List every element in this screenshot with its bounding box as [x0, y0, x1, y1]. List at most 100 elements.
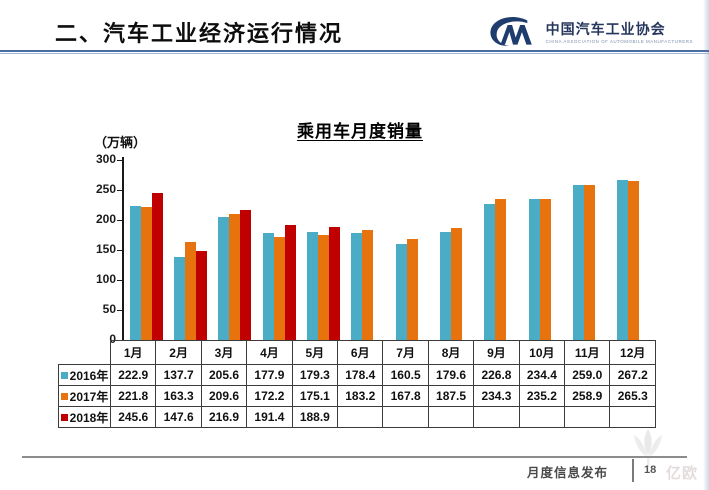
right-edge-strip	[703, 0, 709, 490]
bar-slot	[351, 160, 363, 340]
footer-divider	[632, 459, 634, 482]
value-cell: 179.3	[291, 364, 339, 386]
bar-2016年-9月	[484, 203, 496, 340]
bar-slot	[539, 160, 551, 340]
org-logo: 中国汽车工业协会 CHINA ASSOCIATION OF AUTOMOBILE…	[486, 16, 693, 50]
y-tick-label: 0	[109, 332, 116, 346]
bar-slot	[195, 160, 207, 340]
value-cell: 209.6	[200, 385, 248, 407]
month-header-cell: 5月	[291, 340, 339, 365]
bar-slot	[218, 160, 230, 340]
y-axis-unit-label: （万辆）	[94, 135, 147, 150]
month-header-cell: 7月	[382, 340, 429, 365]
org-name-cn: 中国汽车工业协会	[545, 20, 666, 37]
bar-slot	[528, 160, 540, 340]
month-header-cell: 6月	[337, 340, 384, 365]
bar-slot	[240, 160, 252, 340]
bar-2016年-10月	[528, 199, 540, 340]
y-tick-mark	[117, 160, 122, 161]
bar-slot	[328, 160, 340, 340]
bar-slot	[140, 160, 152, 340]
bar-slot	[484, 160, 496, 340]
bar-slot	[306, 160, 318, 340]
bar-slot	[129, 160, 141, 340]
bar-group-7月	[390, 160, 434, 340]
bar-2018年-1月	[151, 192, 163, 340]
bar-2017年-6月	[362, 230, 374, 340]
bar-group-12月	[612, 160, 656, 340]
y-axis-line	[122, 157, 124, 341]
bar-2017年-2月	[184, 242, 196, 340]
month-header-cell: 11月	[564, 340, 611, 365]
bar-group-4月	[257, 160, 301, 340]
bar-slot	[595, 160, 606, 340]
footer-rule	[22, 456, 687, 458]
bar-2018年-3月	[240, 209, 252, 340]
bar-2018年-4月	[284, 225, 296, 340]
month-header-cell: 3月	[200, 340, 248, 365]
y-tick-mark	[117, 310, 122, 311]
bar-slot	[418, 160, 429, 340]
bar-2016年-12月	[617, 179, 629, 340]
value-cell	[564, 406, 611, 428]
value-cell: 188.9	[291, 406, 339, 428]
month-header-cell: 1月	[109, 340, 157, 365]
value-cell: 175.1	[291, 385, 339, 407]
value-cell: 178.4	[337, 364, 384, 386]
value-cell: 258.9	[564, 385, 611, 407]
bar-slot	[262, 160, 274, 340]
plot-area	[124, 160, 656, 340]
value-cell: 234.4	[518, 364, 566, 386]
bar-2016年-5月	[306, 232, 318, 340]
series-name: 2016年	[69, 368, 109, 383]
bar-2017年-11月	[583, 184, 595, 340]
bar-slot	[495, 160, 507, 340]
month-header-cell: 8月	[427, 340, 475, 365]
value-cell: 265.3	[609, 385, 656, 407]
month-header-cell: 2月	[155, 340, 202, 365]
bar-2017年-10月	[539, 198, 551, 340]
value-cell	[518, 406, 566, 428]
month-header-cell: 4月	[246, 340, 293, 365]
legend-swatch-2018年	[60, 413, 68, 421]
bar-slot	[506, 160, 517, 340]
bar-slot	[184, 160, 196, 340]
table-corner-cell	[59, 341, 111, 365]
y-tick-mark	[117, 250, 122, 251]
series-name: 2017年	[69, 389, 109, 404]
value-cell	[473, 406, 520, 428]
bar-slot	[439, 160, 451, 340]
y-tick-mark	[117, 220, 122, 221]
org-logo-text: 中国汽车工业协会 CHINA ASSOCIATION OF AUTOMOBILE…	[545, 20, 693, 45]
bar-group-9月	[479, 160, 523, 340]
bar-slot	[284, 160, 296, 340]
bar-2016年-7月	[395, 243, 407, 340]
y-tick-label: 50	[102, 302, 116, 316]
y-tick-label: 250	[95, 182, 116, 196]
value-cell: 191.4	[246, 406, 293, 428]
footer-label: 月度信息发布	[527, 466, 609, 480]
bar-slot	[583, 160, 595, 340]
bar-slot	[317, 160, 329, 340]
value-cell	[382, 406, 429, 428]
cam-monogram-icon	[490, 17, 532, 46]
month-header-cell: 10月	[518, 340, 566, 365]
bar-2017年-9月	[495, 199, 507, 340]
bar-slot	[395, 160, 407, 340]
org-name-en: CHINA ASSOCIATION OF AUTOMOBILE MANUFACT…	[545, 39, 693, 45]
bar-2018年-2月	[195, 251, 207, 340]
y-tick-label: 300	[95, 152, 116, 166]
value-cell	[427, 406, 475, 428]
value-cell: 137.7	[155, 364, 202, 386]
y-tick-mark	[117, 280, 122, 281]
bar-2017年-12月	[628, 180, 640, 340]
bar-group-5月	[301, 160, 345, 340]
value-cell: 163.3	[155, 385, 202, 407]
bar-group-8月	[434, 160, 478, 340]
bar-slot	[639, 160, 650, 340]
bar-slot	[617, 160, 629, 340]
data-table: 1月 2月 3月 4月 5月 6月 7月 8月 9月 10月 11月 12月 2016年 222.9 137…	[58, 340, 656, 428]
value-cell: 221.8	[109, 385, 157, 407]
value-cell: 183.2	[337, 385, 384, 407]
bar-2017年-8月	[450, 227, 462, 340]
